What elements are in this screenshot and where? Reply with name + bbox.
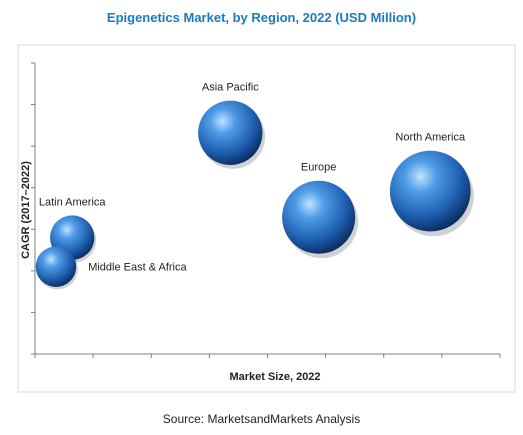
bubble-labels: North America Europe Asia Pacific Latin Ame… [39,82,466,274]
bubble-label-europe: Europe [301,162,336,174]
axes [31,62,501,358]
x-axis-label: Market Size, 2022 [229,371,320,383]
source-note: Source: MarketsandMarkets Analysis [162,412,361,426]
axis-ticks [31,62,501,358]
chart-title: Epigenetics Market, by Region, 2022 (USD… [106,10,417,25]
y-axis-label: CAGR (2017–2022) [20,161,32,259]
bubble-north-america [389,150,471,232]
bubble-label-north-america: North America [395,132,466,144]
bubble-label-middle-east-africa: Middle East & Africa [88,262,187,274]
bubble-asia-pacific [198,100,263,166]
bubble-series [35,100,474,290]
bubble-label-latin-america: Latin America [39,196,107,208]
bubble-europe [282,180,356,254]
bubble-label-asia-pacific: Asia Pacific [202,82,259,94]
bubble-middle-east-africa [35,246,77,287]
plot-panel-border [17,44,516,393]
